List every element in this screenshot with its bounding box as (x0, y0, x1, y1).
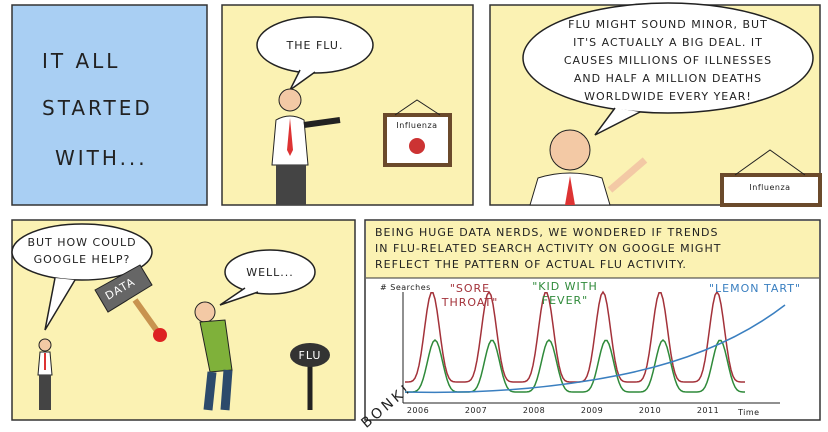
speech: IT'S ACTUALLY A BIG DEAL. IT (573, 36, 763, 49)
x-label: 2010 (639, 406, 661, 415)
x-label: 2009 (581, 406, 603, 415)
framed-sign (383, 99, 452, 167)
person (271, 88, 341, 205)
speech: AND HALF A MILLION DEATHS (574, 72, 762, 85)
caption: REFLECT THE PATTERN OF ACTUAL FLU ACTIVI… (375, 258, 687, 271)
speech-bubble (522, 2, 814, 114)
caption: IT ALL (42, 49, 120, 73)
small-person (37, 338, 53, 410)
speech: WORLDWIDE EVERY YEAR! (584, 90, 752, 103)
x-axis-label: Time (737, 408, 760, 417)
x-label: 2011 (697, 406, 719, 415)
speech: WELL... (246, 266, 294, 279)
series-label: "KID WITH (532, 280, 598, 293)
panel (11, 4, 208, 206)
sign-text: Influenza (749, 183, 790, 192)
bubble-tail (44, 277, 76, 331)
x-label: 2008 (523, 406, 545, 415)
series-label: "SORE (450, 282, 490, 295)
person (529, 129, 648, 206)
sign-text: FLU (299, 349, 322, 362)
lemon-tart-curve (404, 304, 786, 394)
flu-sign (290, 343, 330, 410)
series-label: "LEMON TART" (709, 282, 801, 295)
sign-text: Influenza (396, 121, 437, 130)
x-label: 2006 (407, 406, 429, 415)
y-axis-label: # Searches (380, 283, 431, 292)
caption-box (366, 221, 819, 278)
caption: IN FLU-RELATED SEARCH ACTIVITY ON GOOGLE… (375, 242, 721, 255)
bubble-tail (594, 107, 641, 136)
series-label: FEVER" (542, 294, 588, 307)
speech-bubble (224, 249, 316, 295)
framed-sign (720, 149, 822, 207)
caption: WITH... (55, 146, 148, 170)
caption: STARTED (42, 96, 153, 120)
speech: THE FLU. (286, 39, 344, 52)
series-label: THROAT" (441, 296, 499, 309)
caption: BEING HUGE DATA NERDS, WE WONDERED IF TR… (375, 226, 719, 239)
hammer (94, 264, 167, 342)
speech: GOOGLE HELP? (34, 253, 131, 266)
bubble-tail (219, 287, 259, 306)
speech: BUT HOW COULD (27, 236, 136, 249)
speech: FLU MIGHT SOUND MINOR, BUT (568, 18, 768, 31)
speech: CAUSES MILLIONS OF ILLNESSES (564, 54, 772, 67)
speech-bubble (11, 223, 153, 281)
swinging-person (194, 301, 233, 411)
x-label: 2007 (465, 406, 487, 415)
speech-bubble (256, 16, 374, 74)
